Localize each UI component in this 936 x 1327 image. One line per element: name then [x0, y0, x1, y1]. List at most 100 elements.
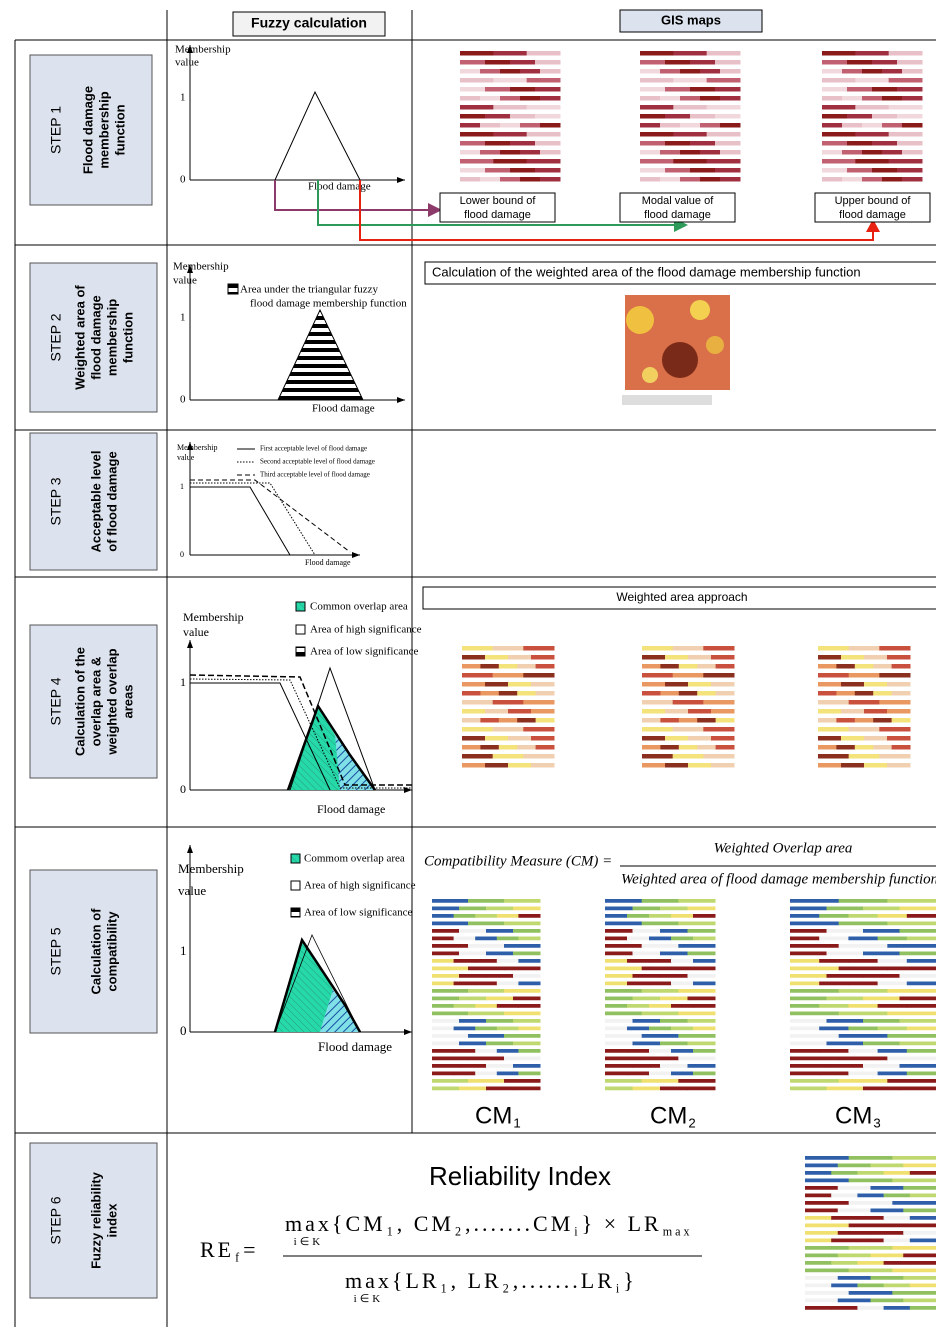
map-stripe [673, 132, 707, 137]
map-stripe [642, 989, 679, 993]
map-stripe [432, 1034, 469, 1038]
map-stripe [790, 937, 820, 941]
formula-part: CM [835, 1102, 872, 1129]
map-stripe [518, 982, 540, 986]
map-stripe [849, 646, 880, 651]
map-stripe [903, 1186, 936, 1190]
map-stripe [660, 664, 679, 669]
map-stripe [475, 1049, 497, 1053]
map-stripe [499, 664, 518, 669]
map-stripe [902, 150, 923, 155]
map-stripe [510, 87, 536, 92]
map-stripe [673, 78, 707, 83]
map-stripe [475, 1072, 497, 1076]
map-stripe [707, 105, 741, 110]
map-stripe [862, 96, 883, 101]
formula-part: CM [650, 1102, 687, 1129]
map-stripe [605, 982, 628, 986]
formula-part: , CM [397, 1211, 454, 1236]
map-stripe [864, 682, 888, 687]
map-stripe [510, 60, 536, 65]
map-stripe [805, 1291, 849, 1295]
map-stripe [818, 745, 837, 750]
map-stripe [822, 114, 848, 119]
map-stripe [486, 1087, 514, 1091]
map-stripe [879, 754, 910, 759]
map-stripe [688, 1087, 716, 1091]
map-patch [706, 336, 724, 354]
map-stripe [822, 78, 856, 83]
map-stripe [716, 745, 735, 750]
tick-label: 1 [180, 482, 184, 491]
map-stripe [462, 763, 486, 768]
map-stripe [460, 177, 481, 182]
banner-text: Calculation of the weighted area of the … [432, 264, 861, 279]
map-stripe [790, 982, 820, 986]
map-stripe [468, 967, 505, 971]
map-stripe [887, 922, 936, 926]
map-stripe [540, 123, 561, 128]
legend-label: Area of high significance [310, 624, 422, 636]
map-stripe [855, 105, 889, 110]
legend-label: Common overlap area [310, 601, 408, 613]
map-stripe [688, 736, 712, 741]
map-stripe [688, 907, 716, 911]
map-stripe [818, 727, 849, 732]
map-stripe [432, 1072, 454, 1076]
map-stripe [679, 718, 698, 723]
map-stripe [500, 177, 521, 182]
map-stripe [485, 168, 511, 173]
map-stripe [910, 1306, 936, 1310]
map-stripe [841, 709, 865, 714]
map-stripe [827, 1087, 864, 1091]
map-stripe [517, 745, 536, 750]
arrowhead [397, 397, 405, 403]
map-stripe [907, 1049, 936, 1053]
header-label: Fuzzy calculation [251, 15, 367, 31]
map-stripe [818, 736, 842, 741]
map-stripe [715, 87, 741, 92]
map-stripe [818, 700, 849, 705]
map-stripe [903, 1254, 936, 1258]
map-stripe [887, 736, 911, 741]
formula: Weighted area of flood damage membership… [621, 871, 936, 887]
map-stripe [690, 87, 716, 92]
map-stripe [460, 132, 494, 137]
map-stripe [432, 997, 460, 1001]
map-stripe [878, 959, 908, 963]
map-stripe [460, 141, 486, 146]
map-patch [662, 342, 698, 378]
map-stripe [688, 655, 712, 660]
map-stripe [688, 929, 716, 933]
map-stripe [838, 1254, 871, 1258]
map-stripe [605, 1004, 628, 1008]
map-stripe [819, 1072, 849, 1076]
map-stripe [805, 1194, 832, 1198]
map-stripe [605, 974, 633, 978]
map-stripe [678, 1057, 715, 1061]
map-patch [626, 306, 654, 334]
map-stripe [715, 114, 741, 119]
map-stripe [485, 736, 509, 741]
map-stripe [432, 1019, 460, 1023]
map-stripe [864, 655, 888, 660]
map-stripe [847, 141, 873, 146]
map-stripe [872, 60, 898, 65]
map-stripe [660, 69, 681, 74]
formula-subscript: i [616, 1281, 622, 1295]
axis-label: value [178, 883, 206, 898]
axis-label: value [177, 453, 195, 462]
map-stripe [459, 929, 487, 933]
map-stripe [642, 700, 673, 705]
map-stripe [910, 1239, 936, 1243]
legend-swatch [291, 854, 300, 863]
map-stripe [480, 177, 501, 182]
map-stripe [822, 159, 856, 164]
map-stripe [715, 168, 741, 173]
map-stripe [790, 1034, 839, 1038]
map-stripe [790, 922, 839, 926]
map-stripe [805, 1179, 849, 1183]
map-stripe [627, 914, 650, 918]
legend-swatch [296, 647, 305, 656]
map-stripe [680, 96, 701, 101]
